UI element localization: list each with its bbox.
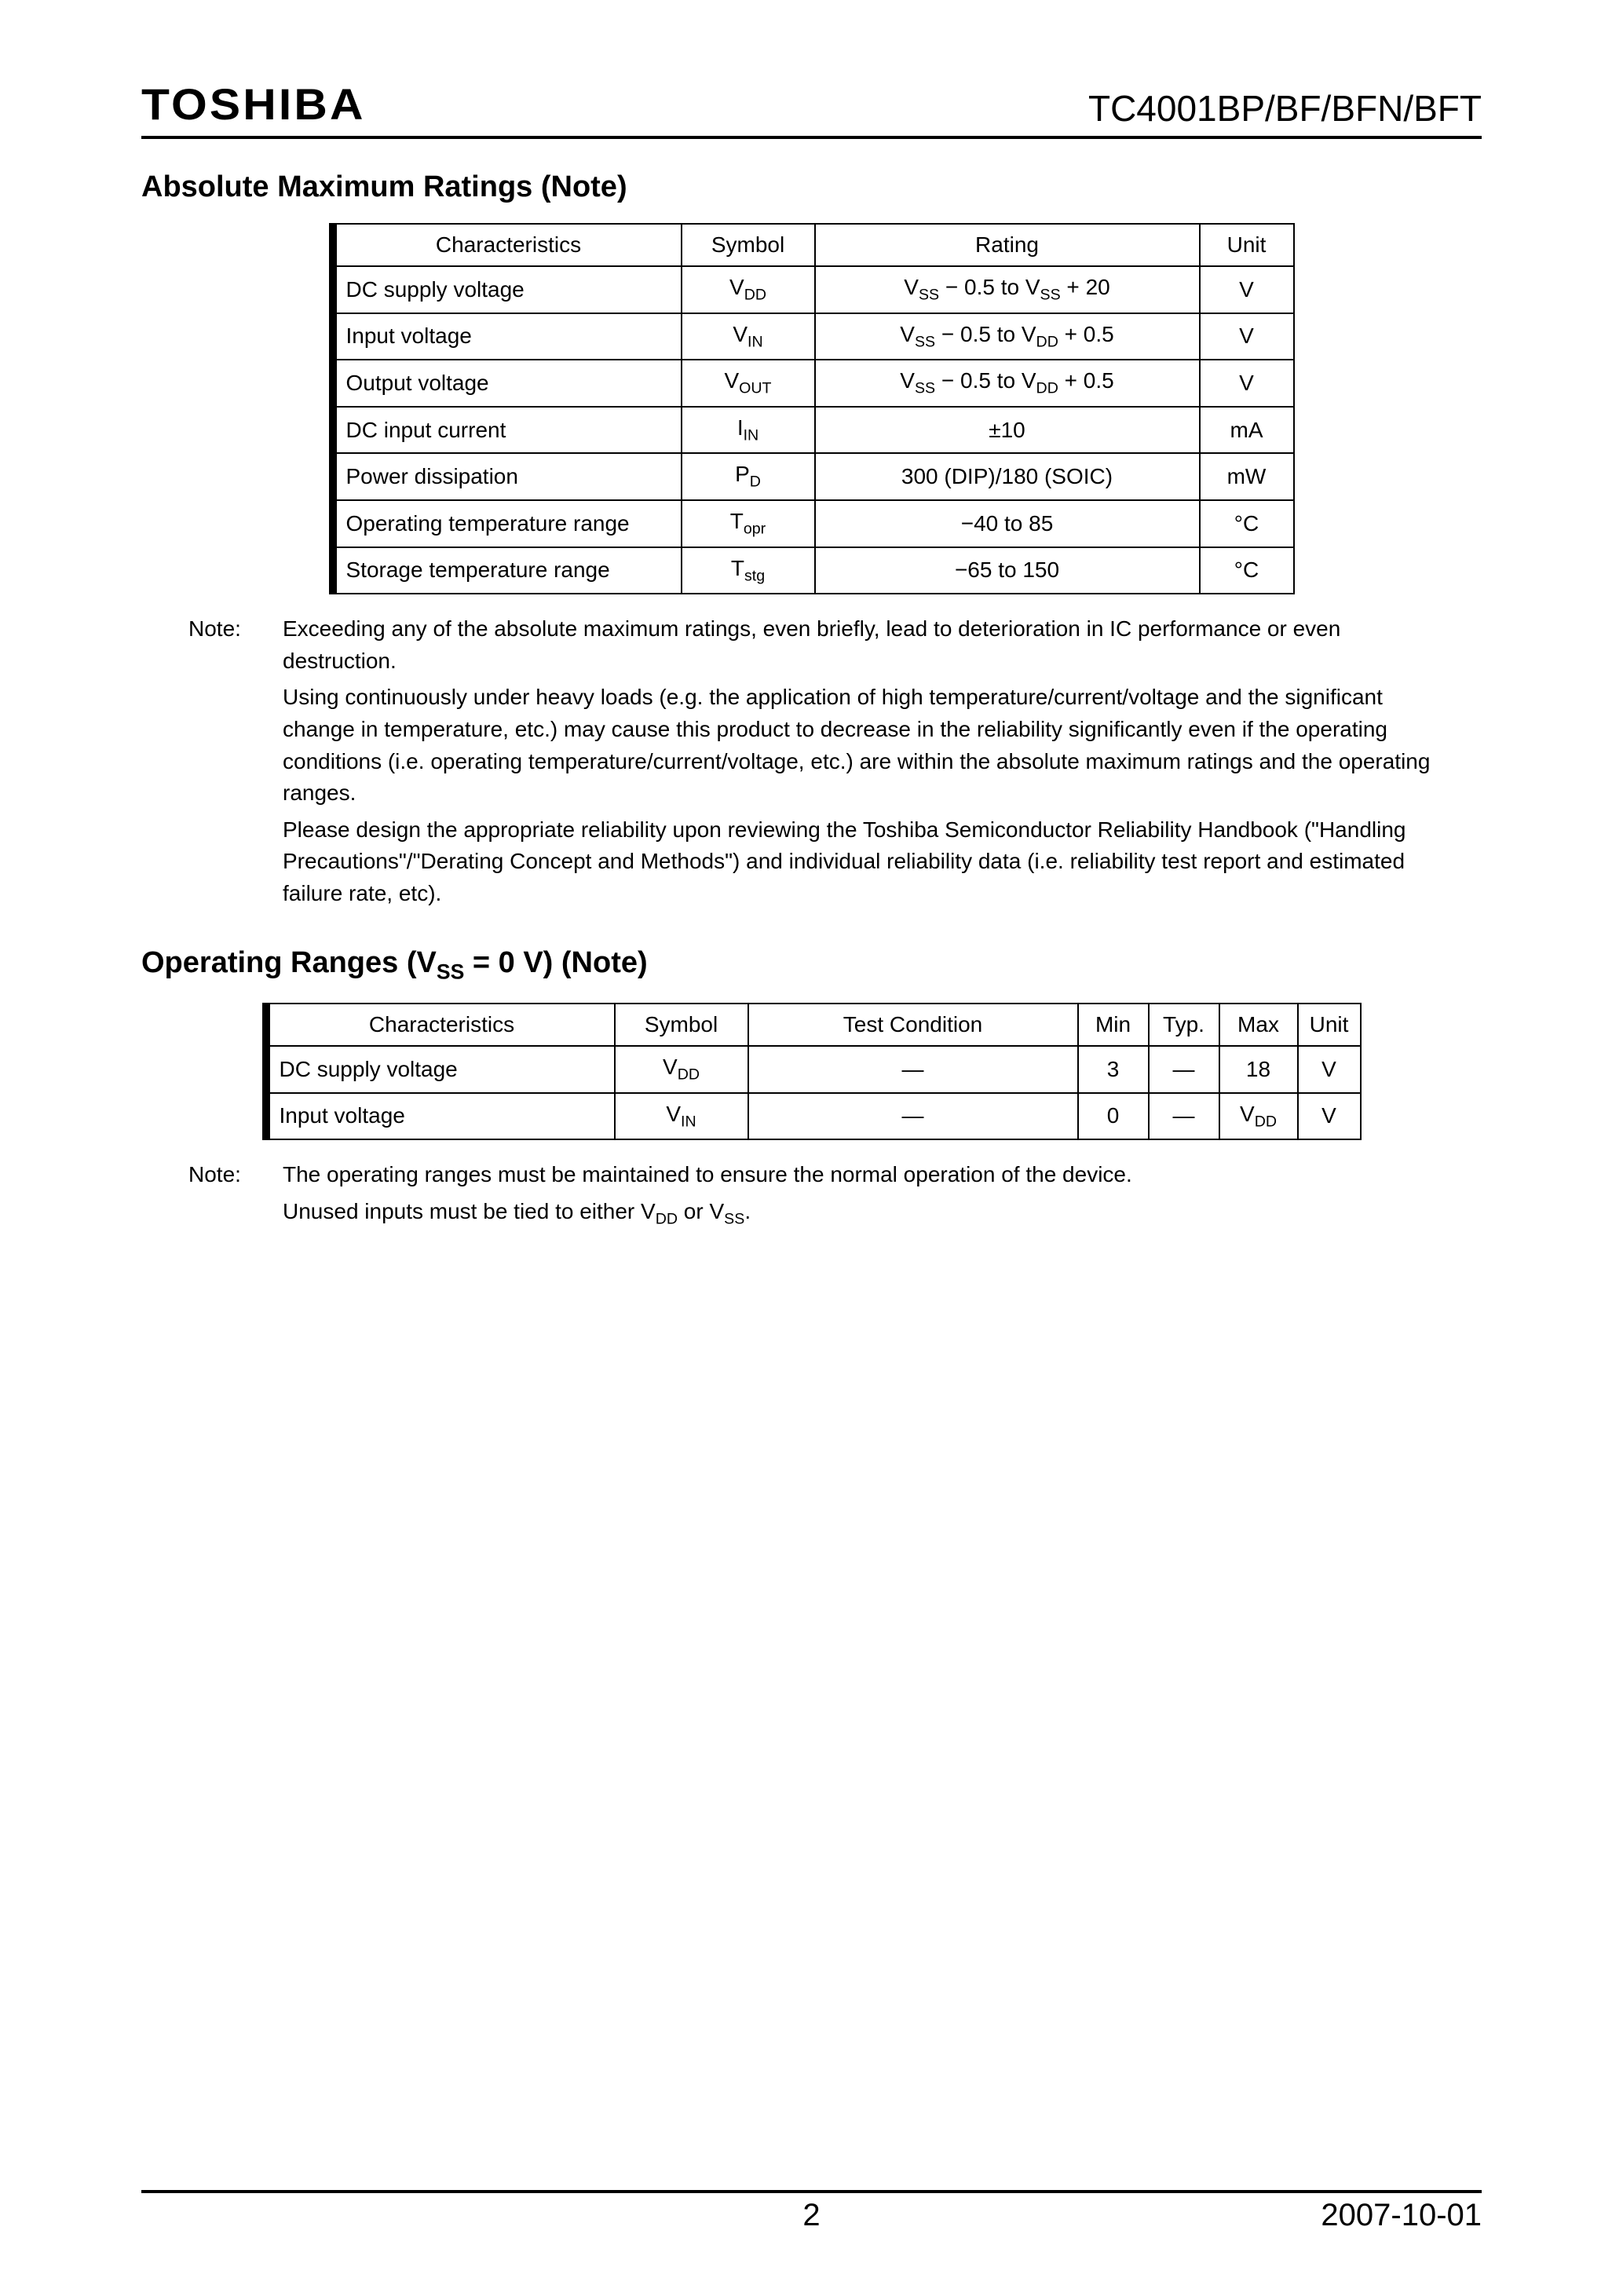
note-label: Note:: [188, 1159, 283, 1235]
table-row: Input voltageVINVSS − 0.5 to VDD + 0.5V: [336, 313, 1294, 360]
part-number: TC4001BP/BF/BFN/BFT: [1088, 87, 1482, 130]
characteristic-cell: Power dissipation: [336, 453, 682, 500]
rating-cell: VSS − 0.5 to VDD + 0.5: [815, 313, 1200, 360]
note-body: The operating ranges must be maintained …: [283, 1159, 1132, 1235]
table-row: DC supply voltageVDD—3—18V: [269, 1046, 1361, 1093]
column-header: Min: [1078, 1004, 1149, 1046]
symbol-cell: VDD: [682, 266, 815, 313]
operating-ranges-table: CharacteristicsSymbolTest ConditionMinTy…: [269, 1003, 1362, 1140]
table-row: Storage temperature rangeTstg−65 to 150°…: [336, 547, 1294, 594]
column-header: Unit: [1200, 224, 1294, 266]
column-header: Symbol: [682, 224, 815, 266]
unit-cell: V: [1200, 360, 1294, 407]
table-row: Power dissipationPD300 (DIP)/180 (SOIC)m…: [336, 453, 1294, 500]
column-header: Typ.: [1149, 1004, 1219, 1046]
unit-cell: V: [1200, 313, 1294, 360]
note-paragraph: Unused inputs must be tied to either VDD…: [283, 1196, 1132, 1230]
column-header: Characteristics: [336, 224, 682, 266]
characteristic-cell: Output voltage: [336, 360, 682, 407]
unit-cell: mW: [1200, 453, 1294, 500]
abs-max-table-wrap: CharacteristicsSymbolRatingUnitDC supply…: [329, 223, 1295, 594]
column-header: Max: [1219, 1004, 1298, 1046]
page-footer: 2 2007-10-01: [141, 2190, 1482, 2233]
page-number: 2: [802, 2198, 820, 2233]
symbol-cell: PD: [682, 453, 815, 500]
column-header: Characteristics: [269, 1004, 615, 1046]
section-title-abs-max: Absolute Maximum Ratings (Note): [141, 170, 1482, 204]
datasheet-page: TOSHIBA TC4001BP/BF/BFN/BFT Absolute Max…: [0, 0, 1623, 2296]
table-row: DC input currentIIN±10mA: [336, 407, 1294, 454]
max-cell: 18: [1219, 1046, 1298, 1093]
toshiba-logo: TOSHIBA: [141, 79, 366, 130]
characteristic-cell: DC input current: [336, 407, 682, 454]
column-header: Test Condition: [748, 1004, 1078, 1046]
unit-cell: V: [1298, 1093, 1361, 1140]
rating-cell: VSS − 0.5 to VSS + 20: [815, 266, 1200, 313]
rating-cell: VSS − 0.5 to VDD + 0.5: [815, 360, 1200, 407]
test-condition-cell: —: [748, 1046, 1078, 1093]
op-ranges-table-wrap: CharacteristicsSymbolTest ConditionMinTy…: [262, 1003, 1362, 1140]
column-header: Rating: [815, 224, 1200, 266]
note-paragraph: Please design the appropriate reliabilit…: [283, 814, 1435, 910]
table-row: Operating temperature rangeTopr−40 to 85…: [336, 500, 1294, 547]
typ-cell: —: [1149, 1093, 1219, 1140]
symbol-cell: IIN: [682, 407, 815, 454]
min-cell: 0: [1078, 1093, 1149, 1140]
note-paragraph: Exceeding any of the absolute maximum ra…: [283, 613, 1435, 677]
note-paragraph: Using continuously under heavy loads (e.…: [283, 682, 1435, 809]
rating-cell: −65 to 150: [815, 547, 1200, 594]
characteristic-cell: DC supply voltage: [336, 266, 682, 313]
characteristic-cell: Storage temperature range: [336, 547, 682, 594]
rating-cell: 300 (DIP)/180 (SOIC): [815, 453, 1200, 500]
section-title-op-ranges: Operating Ranges (VSS = 0 V) (Note): [141, 946, 1482, 985]
note-label: Note:: [188, 613, 283, 914]
symbol-cell: VDD: [615, 1046, 748, 1093]
unit-cell: V: [1200, 266, 1294, 313]
characteristic-cell: Input voltage: [336, 313, 682, 360]
characteristic-cell: Input voltage: [269, 1093, 615, 1140]
unit-cell: V: [1298, 1046, 1361, 1093]
column-header: Unit: [1298, 1004, 1361, 1046]
symbol-cell: VOUT: [682, 360, 815, 407]
typ-cell: —: [1149, 1046, 1219, 1093]
footer-date: 2007-10-01: [1321, 2198, 1482, 2233]
unit-cell: mA: [1200, 407, 1294, 454]
table-row: Output voltageVOUTVSS − 0.5 to VDD + 0.5…: [336, 360, 1294, 407]
min-cell: 3: [1078, 1046, 1149, 1093]
column-header: Symbol: [615, 1004, 748, 1046]
symbol-cell: Tstg: [682, 547, 815, 594]
table-row: DC supply voltageVDDVSS − 0.5 to VSS + 2…: [336, 266, 1294, 313]
test-condition-cell: —: [748, 1093, 1078, 1140]
unit-cell: °C: [1200, 547, 1294, 594]
op-ranges-note: Note: The operating ranges must be maint…: [188, 1159, 1435, 1235]
max-cell: VDD: [1219, 1093, 1298, 1140]
rating-cell: −40 to 85: [815, 500, 1200, 547]
rating-cell: ±10: [815, 407, 1200, 454]
symbol-cell: Topr: [682, 500, 815, 547]
note-body: Exceeding any of the absolute maximum ra…: [283, 613, 1435, 914]
table-row: Input voltageVIN—0—VDDV: [269, 1093, 1361, 1140]
symbol-cell: VIN: [682, 313, 815, 360]
characteristic-cell: DC supply voltage: [269, 1046, 615, 1093]
characteristic-cell: Operating temperature range: [336, 500, 682, 547]
page-header: TOSHIBA TC4001BP/BF/BFN/BFT: [141, 79, 1482, 139]
symbol-cell: VIN: [615, 1093, 748, 1140]
note-paragraph: The operating ranges must be maintained …: [283, 1159, 1132, 1191]
unit-cell: °C: [1200, 500, 1294, 547]
abs-max-ratings-table: CharacteristicsSymbolRatingUnitDC supply…: [335, 223, 1295, 594]
abs-max-note: Note: Exceeding any of the absolute maxi…: [188, 613, 1435, 914]
